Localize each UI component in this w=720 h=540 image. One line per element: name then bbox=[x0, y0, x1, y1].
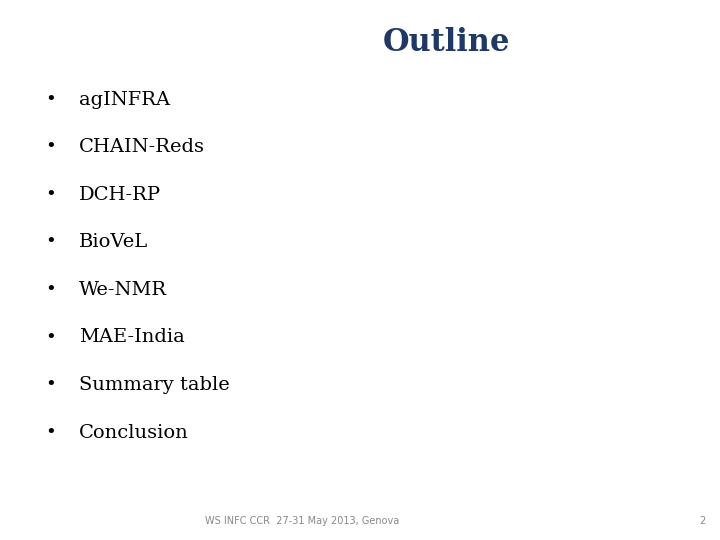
Text: Summary table: Summary table bbox=[79, 376, 230, 394]
Text: We-NMR: We-NMR bbox=[79, 281, 167, 299]
Text: CHAIN-Reds: CHAIN-Reds bbox=[79, 138, 205, 157]
Text: •: • bbox=[45, 138, 55, 157]
Text: •: • bbox=[45, 91, 55, 109]
Text: •: • bbox=[45, 186, 55, 204]
Text: WS INFC CCR  27-31 May 2013, Genova: WS INFC CCR 27-31 May 2013, Genova bbox=[205, 516, 400, 526]
Text: agINFRA: agINFRA bbox=[79, 91, 171, 109]
Text: DCH-RP: DCH-RP bbox=[79, 186, 161, 204]
Text: Outline: Outline bbox=[382, 27, 510, 58]
Text: •: • bbox=[45, 376, 55, 394]
Text: •: • bbox=[45, 233, 55, 252]
Text: BioVeL: BioVeL bbox=[79, 233, 148, 252]
Text: •: • bbox=[45, 328, 55, 347]
Text: •: • bbox=[45, 423, 55, 442]
Text: •: • bbox=[45, 281, 55, 299]
Text: 2: 2 bbox=[699, 516, 706, 526]
Text: Conclusion: Conclusion bbox=[79, 423, 189, 442]
Text: MAE-India: MAE-India bbox=[79, 328, 185, 347]
